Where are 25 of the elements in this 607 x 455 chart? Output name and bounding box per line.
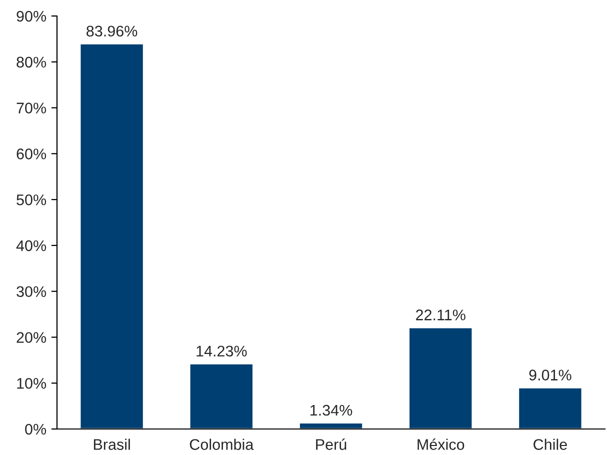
data-label: 9.01% <box>529 370 572 380</box>
data-label: 22.11% <box>416 310 466 320</box>
y-tick-label: 70% <box>16 102 46 114</box>
y-tick-label: 10% <box>17 378 46 389</box>
y-tick-label: 50% <box>16 194 46 206</box>
y-tick-label: 0% <box>25 424 46 435</box>
y-tick-label: 20% <box>16 332 46 343</box>
x-tick-label: Colombia <box>190 438 254 450</box>
x-tick-label: Brasil <box>94 438 130 450</box>
y-tick-label: 60% <box>16 148 46 160</box>
x-tick-label: México <box>418 438 464 450</box>
y-tick-label: 40% <box>16 240 46 252</box>
bar <box>79 43 144 429</box>
y-tick-label: 30% <box>16 286 46 298</box>
data-label: 1.34% <box>310 404 352 416</box>
data-label: 83.96% <box>86 26 138 37</box>
x-tick-label: Perú <box>316 438 346 450</box>
data-label: 14.23% <box>196 346 247 357</box>
y-tick-label: 90% <box>16 10 46 22</box>
x-tick-label: Chile <box>534 438 567 450</box>
bar <box>408 326 474 429</box>
y-tick-label: 80% <box>16 56 46 68</box>
bar <box>188 363 254 429</box>
bar <box>298 422 364 429</box>
bar <box>518 386 583 429</box>
